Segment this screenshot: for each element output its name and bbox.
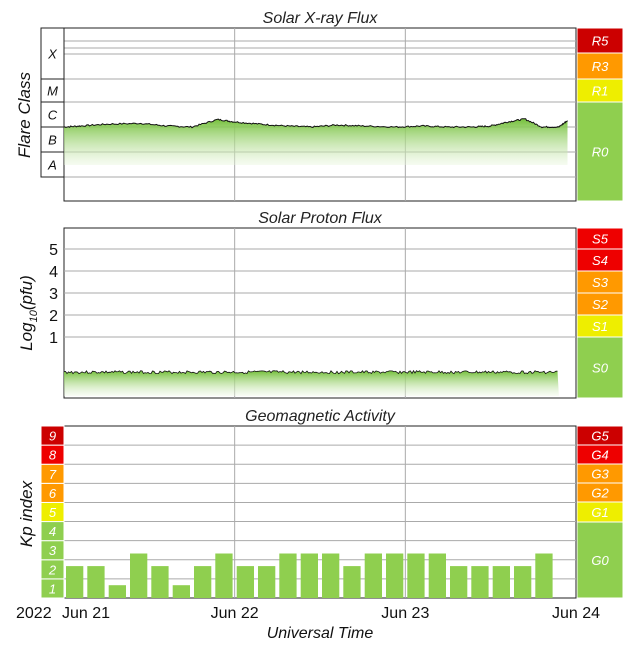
proton-flux-line [63,369,558,375]
kp-bar [428,553,446,598]
kp-bar [386,553,404,598]
kp-bar [364,553,382,598]
kp-panel: 1 2 3 4 5 6 7 8 9 G5 G4 G3 G2 G1 G0 [40,425,624,599]
scale-band-g0 [576,521,624,599]
kp-bar [215,553,233,598]
kp-bar [194,566,212,598]
kp-level-label-8: 8 [49,448,57,463]
kp-bar [450,566,468,598]
scale-label-r0: R0 [592,145,609,160]
kp-bar [300,553,318,598]
kp-level-label-1: 1 [49,581,56,596]
year-label: 2022 [16,605,52,622]
kp-bar [108,585,126,598]
pfu-tick-1: 1 [49,330,58,347]
proton-panel: 1 2 3 4 5 S5 S4 S3 S2 S1 S0 [49,227,624,399]
xray-flux-fill [64,118,568,165]
scale-label-s1: S1 [592,319,608,334]
kp-level-label-7: 7 [49,467,57,482]
time-tick-label: Jun 23 [381,605,429,622]
kp-bar [471,566,489,598]
kp-bar [492,566,510,598]
scale-label-g5: G5 [591,429,609,444]
kp-bar [172,585,190,598]
kp-bar [66,566,84,598]
geomag-ylabel: Kp index [17,480,36,547]
time-tick-label: Jun 21 [62,605,110,622]
proton-flux-fill [64,370,559,396]
class-label-a: A [47,158,57,173]
class-label-x: X [47,47,58,62]
pfu-tick-2: 2 [49,308,58,325]
time-tick-label: Jun 22 [211,605,259,622]
pfu-tick-3: 3 [49,286,58,303]
scale-label-s5: S5 [592,232,609,247]
time-tick-label: Jun 24 [552,605,600,622]
proton-ylabel: Log10(pfu) [17,275,40,351]
kp-bar [151,566,169,598]
scale-band-r5 [576,27,624,54]
proton-plot-area [63,227,577,399]
class-label-b: B [48,133,57,148]
kp-level-label-3: 3 [49,543,57,558]
time-axis: 2022 Jun 21 Jun 22 Jun 23 Jun 24 Universal … [16,605,600,642]
scale-label-g1: G1 [591,505,608,520]
xray-title: Solar X-ray Flux [263,10,379,27]
scale-label-r3: R3 [592,59,609,74]
kp-bar [279,553,297,598]
kp-bar [87,566,105,598]
kp-bar [236,566,254,598]
kp-bar [258,566,276,598]
kp-bar [407,553,425,598]
xray-flux-line [63,118,568,129]
scale-band-r3 [576,52,624,80]
scale-label-g0: G0 [591,553,609,568]
scale-label-s3: S3 [592,275,609,290]
xray-ylabel: Flare Class [15,72,34,158]
kp-bar [535,553,553,598]
kp-bar [343,566,361,598]
geomag-title: Geomagnetic Activity [245,408,396,425]
kp-level-label-4: 4 [49,524,56,539]
scale-label-r5: R5 [592,34,609,49]
scale-label-s4: S4 [592,253,608,268]
kp-level-label-2: 2 [48,562,57,577]
kp-bar [130,553,148,598]
class-label-m: M [47,84,58,99]
pfu-tick-4: 4 [49,264,58,281]
scale-label-g3: G3 [591,467,609,482]
scale-label-s0: S0 [592,361,609,376]
pfu-tick-5: 5 [49,242,58,259]
scale-band-s0 [576,336,624,399]
scale-label-g4: G4 [591,448,608,463]
scale-label-r1: R1 [592,84,609,99]
kp-level-label-5: 5 [49,505,57,520]
proton-title: Solar Proton Flux [258,210,383,227]
scale-band-r0 [576,101,624,202]
kp-bar [514,566,532,598]
time-axis-title: Universal Time [267,625,374,642]
kp-bar [322,553,340,598]
scale-label-g2: G2 [591,486,609,501]
kp-level-label-6: 6 [49,486,57,501]
scale-label-s2: S2 [592,297,609,312]
kp-level-label-9: 9 [49,429,56,444]
kp-level-cell-9 [40,425,65,446]
xray-plot-area [63,27,577,202]
kp-plot-area [63,425,577,599]
class-label-c: C [48,108,58,123]
